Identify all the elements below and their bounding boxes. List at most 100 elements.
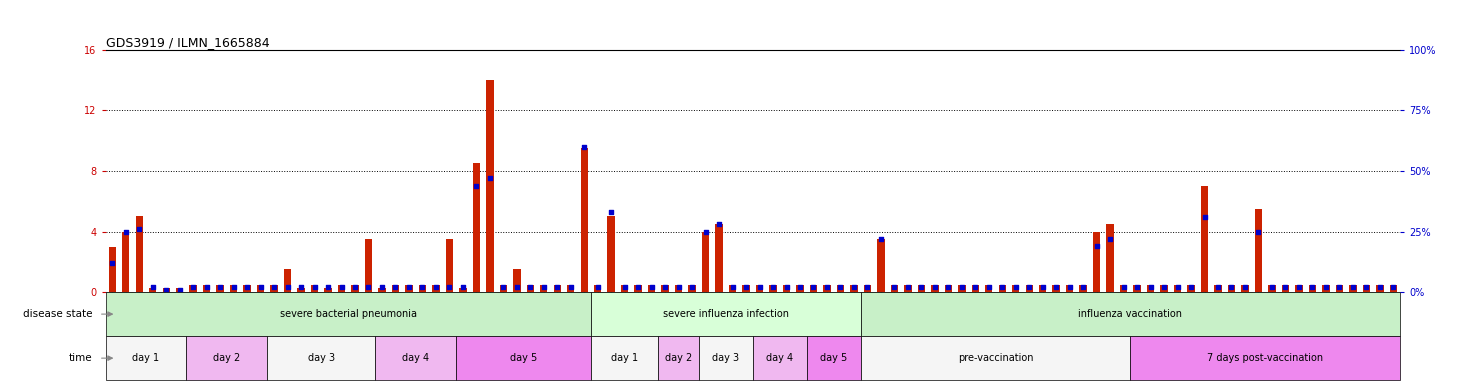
Point (789, 284, 812, 290)
Point (774, 284, 798, 290)
Point (169, 286, 192, 293)
Bar (1390, 285, 1397, 292)
Bar (1362, 285, 1371, 292)
Point (1233, 284, 1256, 290)
Point (1355, 284, 1378, 290)
Point (1165, 284, 1189, 290)
Bar (944, 285, 951, 292)
Bar (783, 285, 790, 292)
Point (1139, 284, 1163, 290)
Point (680, 284, 704, 290)
Bar (809, 285, 817, 292)
Point (1017, 284, 1041, 290)
Bar (230, 285, 237, 292)
Bar (1107, 224, 1114, 292)
Bar (891, 285, 899, 292)
Bar (378, 288, 386, 292)
Point (950, 284, 973, 290)
Point (465, 182, 488, 189)
Point (356, 284, 380, 290)
Point (452, 284, 475, 290)
Point (721, 284, 745, 290)
Bar (1255, 209, 1262, 292)
Point (641, 284, 664, 290)
Point (613, 284, 636, 290)
Bar (337, 285, 345, 292)
Point (937, 284, 960, 290)
Bar (1336, 285, 1343, 292)
Bar (352, 285, 359, 292)
Point (991, 284, 1014, 290)
Bar (1161, 285, 1168, 292)
Text: disease state: disease state (22, 309, 92, 319)
Bar (796, 285, 803, 292)
FancyBboxPatch shape (591, 336, 658, 380)
Bar (108, 247, 116, 292)
Bar (419, 285, 427, 292)
Point (519, 284, 542, 290)
Text: influenza vaccination: influenza vaccination (1079, 309, 1183, 319)
Point (221, 284, 245, 290)
Point (1381, 284, 1404, 290)
Point (856, 284, 880, 290)
Point (1152, 284, 1176, 290)
Bar (1201, 186, 1208, 292)
Bar (905, 285, 912, 292)
Bar (1026, 285, 1034, 292)
Point (1031, 284, 1054, 290)
Bar (635, 285, 642, 292)
Bar (824, 285, 831, 292)
Point (1179, 284, 1202, 290)
Bar (567, 285, 575, 292)
Point (249, 284, 273, 290)
Point (896, 284, 919, 290)
Bar (837, 285, 844, 292)
Bar (554, 285, 561, 292)
Bar (1187, 285, 1195, 292)
FancyBboxPatch shape (658, 336, 699, 380)
Bar (163, 288, 170, 292)
FancyBboxPatch shape (267, 336, 375, 380)
Bar (715, 224, 723, 292)
Text: 7 days post-vaccination: 7 days post-vaccination (1207, 353, 1324, 363)
Text: severe bacterial pneumonia: severe bacterial pneumonia (280, 309, 416, 319)
Point (734, 284, 758, 290)
Text: day 2: day 2 (666, 353, 692, 363)
Bar (729, 285, 736, 292)
Point (491, 284, 515, 290)
Bar (1214, 285, 1221, 292)
Point (1287, 284, 1311, 290)
Point (371, 284, 394, 290)
Bar (1242, 285, 1249, 292)
Point (1300, 284, 1324, 290)
Bar (1294, 285, 1303, 292)
Point (1261, 284, 1284, 290)
Point (141, 284, 164, 290)
Point (909, 284, 932, 290)
Point (1314, 284, 1337, 290)
Point (1328, 284, 1352, 290)
Bar (432, 285, 440, 292)
Bar (217, 285, 224, 292)
Bar (661, 285, 668, 292)
Point (128, 226, 151, 232)
Point (276, 284, 299, 290)
Point (114, 228, 138, 235)
Point (1072, 284, 1095, 290)
Bar (742, 285, 749, 292)
FancyBboxPatch shape (591, 292, 861, 336)
Bar (1349, 285, 1356, 292)
Text: day 3: day 3 (712, 353, 739, 363)
Bar (150, 288, 157, 292)
Bar (135, 217, 144, 292)
Bar (298, 288, 305, 292)
Point (976, 284, 1000, 290)
Point (397, 284, 421, 290)
FancyBboxPatch shape (699, 336, 754, 380)
Bar (1133, 285, 1141, 292)
Point (1220, 284, 1243, 290)
Point (330, 284, 353, 290)
Point (424, 284, 447, 290)
FancyBboxPatch shape (106, 336, 186, 380)
Point (559, 284, 582, 290)
